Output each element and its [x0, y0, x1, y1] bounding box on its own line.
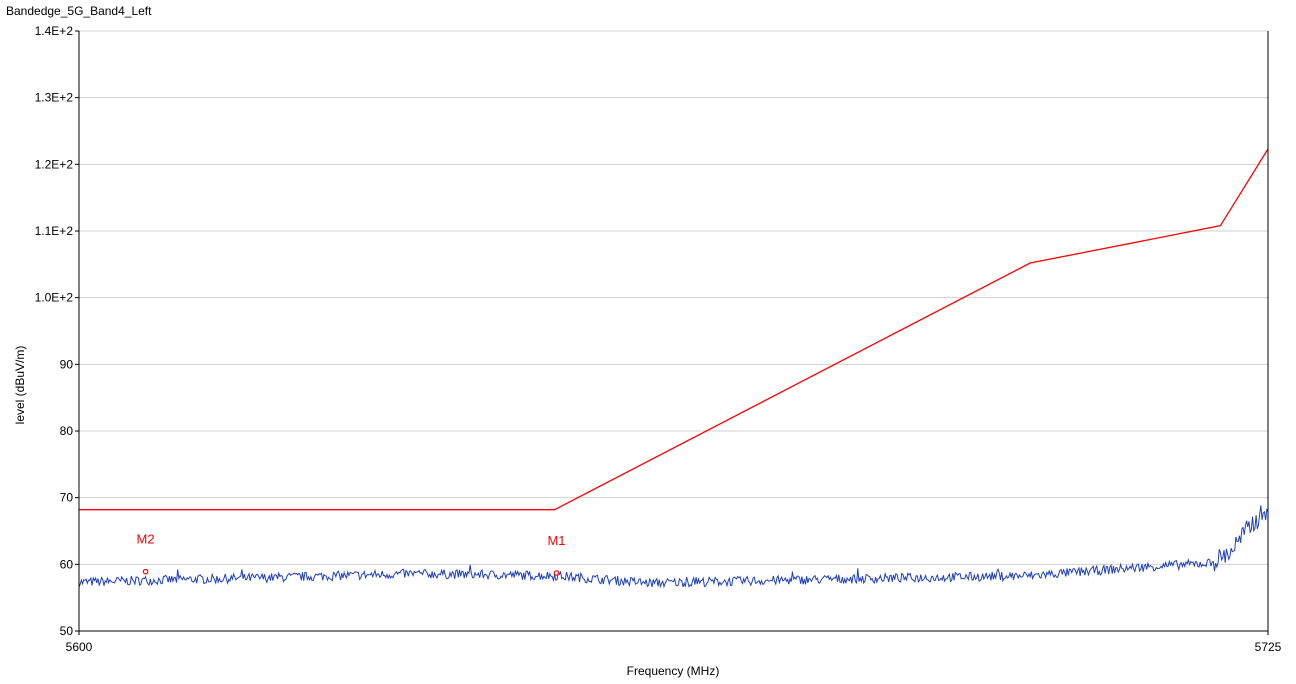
y-tick-label-9: 1.4E+2 [35, 24, 74, 38]
marker-m1-point [553, 570, 560, 576]
x-tick-label-0: 5600 [66, 640, 93, 654]
y-tick-label-8: 1.3E+2 [35, 91, 74, 105]
chart-title: Bandedge_5G_Band4_Left [6, 4, 152, 18]
y-axis-label: level (dBuV/m) [13, 346, 27, 425]
y-tick-label-0: 50 [60, 624, 74, 638]
x-axis-label: Frequency (MHz) [627, 664, 720, 678]
x-tick-labels: 5600 5725 [66, 631, 1282, 654]
y-tick-label-6: 1.1E+2 [35, 224, 74, 238]
y-tick-label-3: 80 [60, 424, 74, 438]
marker-m2-point [142, 568, 149, 575]
measurement-trace [78, 505, 1269, 589]
markers: M1 M2 [137, 532, 566, 576]
gridlines [79, 30, 1268, 565]
y-tick-label-7: 1.2E+2 [35, 157, 74, 171]
x-tick-label-1: 5725 [1255, 640, 1282, 654]
y-tick-label-5: 1.0E+2 [35, 291, 74, 305]
y-tick-labels: 50 60 70 80 90 1.0E+2 1.1E+2 1.2E+2 1.3E+2 1.4E+2 [35, 24, 79, 638]
y-tick-label-1: 60 [60, 557, 74, 571]
limit-line [79, 148, 1269, 511]
marker-m2-label: M2 [137, 532, 155, 547]
y-tick-label-4: 90 [60, 357, 74, 371]
marker-m1-label: M1 [547, 533, 565, 548]
y-tick-label-2: 70 [60, 491, 74, 505]
